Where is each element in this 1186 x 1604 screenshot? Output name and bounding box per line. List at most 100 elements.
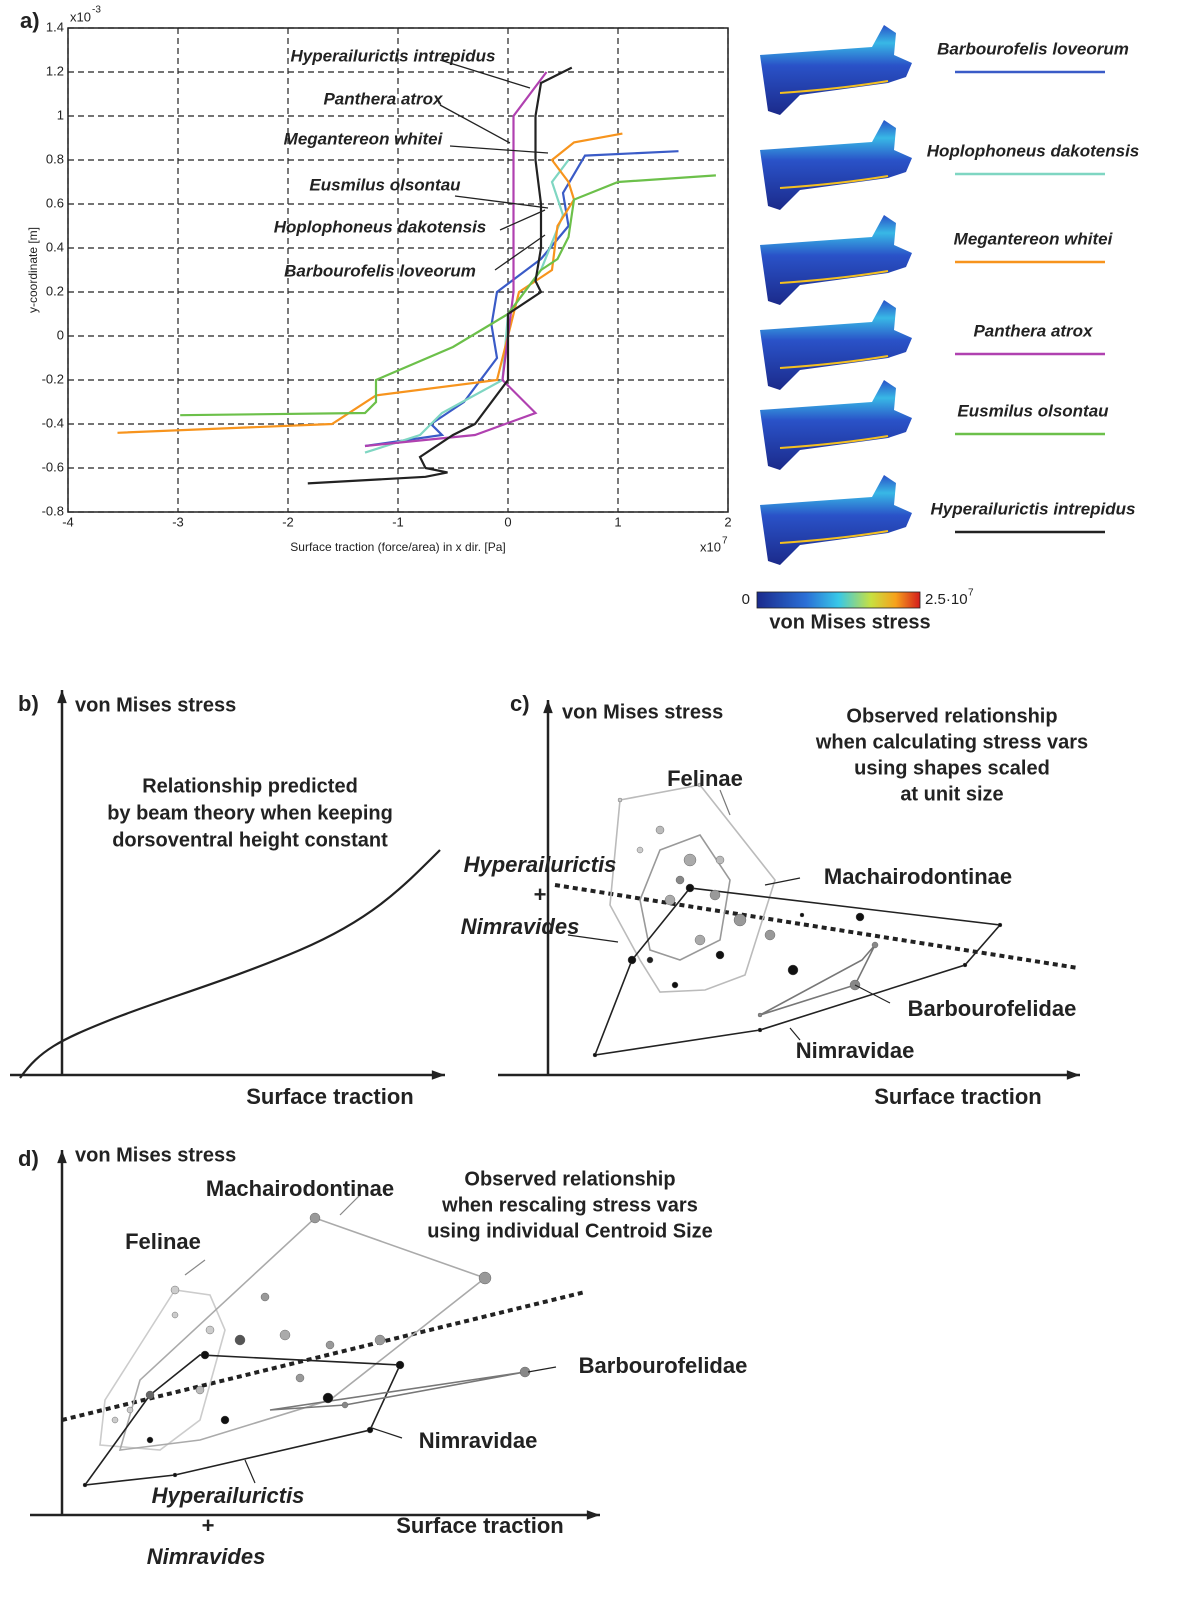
group-label: +	[202, 1513, 215, 1538]
group-leader	[765, 878, 800, 885]
series-line	[180, 175, 716, 415]
y-tick-label: 1	[57, 107, 64, 122]
x-axis-title: Surface traction	[874, 1084, 1042, 1109]
specimen-point	[396, 1361, 404, 1369]
axis-arrowhead	[432, 1070, 445, 1080]
specimen-point	[856, 913, 864, 921]
note: by beam theory when keeping	[107, 802, 393, 824]
x-tick-label: 1	[614, 514, 621, 529]
y-tick-label: 0.2	[46, 283, 64, 298]
y-axis-title: y-coordinate [m]	[26, 227, 40, 313]
group-label: Nimravides	[461, 914, 580, 939]
y-tick-label: -0.2	[42, 371, 64, 386]
specimen-point	[172, 1312, 178, 1318]
curve-annotation: Hoplophoneus dakotensis	[274, 217, 487, 236]
group-label: Nimravidae	[419, 1428, 538, 1453]
specimen-point	[656, 826, 664, 834]
mandible-stress-map	[760, 380, 912, 470]
specimen-point	[375, 1335, 385, 1345]
group-label: Hyperailurictis	[152, 1483, 305, 1508]
colorbar-title: von Mises stress	[769, 611, 930, 633]
legend-label: Barbourofelis loveorum	[937, 39, 1129, 58]
panel-label: c)	[510, 691, 530, 716]
legend-label: Megantereon whitei	[954, 229, 1114, 248]
y-tick-label: -0.6	[42, 459, 64, 474]
specimen-point	[127, 1407, 133, 1413]
annotation-leader	[440, 105, 510, 143]
legend-label: Panthera atrox	[973, 321, 1094, 340]
annotation-leader	[500, 210, 545, 230]
curve-annotation: Megantereon whitei	[284, 129, 444, 148]
axis-arrowhead	[1067, 1070, 1080, 1080]
specimen-point	[296, 1374, 304, 1382]
specimen-point	[196, 1386, 204, 1394]
specimen-point	[83, 1483, 87, 1487]
x-axis-title: Surface traction	[246, 1084, 414, 1109]
note: at unit size	[900, 783, 1003, 805]
y-axis-title: von Mises stress	[562, 701, 723, 723]
curve-annotation: Hyperailurictis intrepidus	[291, 46, 496, 65]
figure: a)b)c)d)-4-3-2-1012-0.8-0.6-0.4-0.200.20…	[0, 0, 1186, 1604]
mandible-stress-map	[760, 25, 912, 115]
y-axis-title: von Mises stress	[75, 1144, 236, 1166]
specimen-point	[788, 965, 798, 975]
mandible-stress-map	[760, 120, 912, 210]
y-axis-exponent: -3	[92, 5, 101, 16]
note: dorsoventral height constant	[112, 829, 388, 851]
y-tick-label: 1.4	[46, 19, 64, 34]
note: Observed relationship	[846, 705, 1057, 727]
x-axis-multiplier: x10	[700, 539, 721, 554]
colorbar-max: 2.5·10	[925, 591, 968, 608]
colorbar	[757, 592, 920, 608]
specimen-point	[710, 890, 720, 900]
legend-label: Hoplophoneus dakotensis	[927, 141, 1140, 160]
group-label: Machairodontinae	[206, 1176, 394, 1201]
specimen-point	[665, 895, 675, 905]
group-label: Nimravidae	[796, 1038, 915, 1063]
specimen-point	[734, 914, 746, 926]
series-line	[365, 72, 547, 446]
specimen-point	[618, 798, 622, 802]
x-axis-title: Surface traction (force/area) in x dir. …	[290, 540, 505, 554]
y-axis-title: von Mises stress	[75, 694, 236, 716]
group-label: Barbourofelidae	[579, 1353, 748, 1378]
specimen-point	[637, 847, 643, 853]
note: using individual Centroid Size	[427, 1220, 713, 1242]
axis-arrowhead	[587, 1510, 600, 1520]
series-line	[365, 151, 679, 446]
axis-arrowhead	[543, 700, 553, 713]
y-tick-label: -0.4	[42, 415, 64, 430]
group-label: Felinae	[125, 1229, 201, 1254]
axis-arrowhead	[57, 690, 67, 703]
group-label: Machairodontinae	[824, 864, 1012, 889]
specimen-point	[800, 913, 804, 917]
specimen-point	[280, 1330, 290, 1340]
specimen-point	[998, 923, 1002, 927]
note: using shapes scaled	[854, 757, 1050, 779]
curve-annotation: Barbourofelis loveorum	[284, 261, 476, 280]
y-axis-multiplier: x10	[70, 9, 91, 24]
specimen-point	[593, 1053, 597, 1057]
specimen-point	[672, 982, 678, 988]
group-leader	[372, 1428, 402, 1438]
specimen-point	[221, 1416, 229, 1424]
x-tick-label: -1	[392, 514, 404, 529]
mandible-stress-map	[760, 215, 912, 305]
specimen-point	[310, 1213, 320, 1223]
specimen-point	[716, 856, 724, 864]
note: when rescaling stress vars	[441, 1194, 698, 1216]
specimen-point	[146, 1391, 154, 1399]
x-tick-label: 2	[724, 514, 731, 529]
specimen-point	[684, 854, 696, 866]
felinae-hull	[100, 1290, 225, 1450]
note: Observed relationship	[464, 1168, 675, 1190]
specimen-point	[261, 1293, 269, 1301]
y-tick-label: 1.2	[46, 63, 64, 78]
colorbar-min: 0	[742, 591, 750, 608]
specimen-point	[147, 1437, 153, 1443]
x-tick-label: 0	[504, 514, 511, 529]
annotation-leader	[450, 146, 548, 153]
specimen-point	[479, 1272, 491, 1284]
predicted-curve	[20, 850, 440, 1078]
group-leader	[245, 1460, 255, 1483]
